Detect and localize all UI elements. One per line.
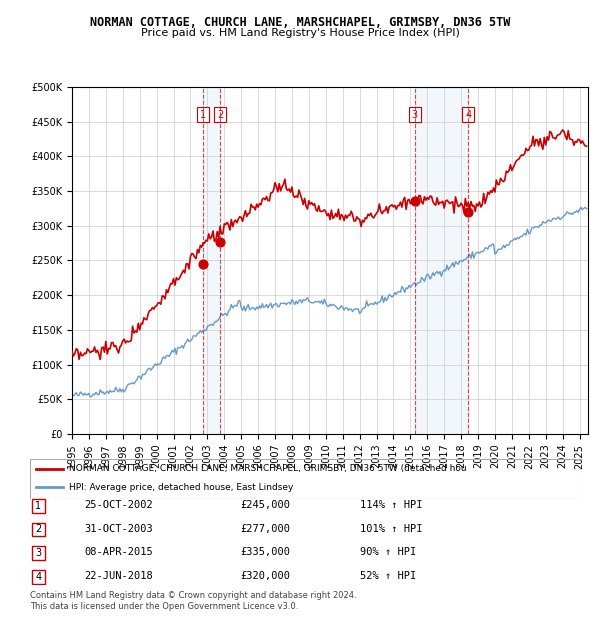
Text: NORMAN COTTAGE, CHURCH LANE, MARSHCHAPEL, GRIMSBY, DN36 5TW: NORMAN COTTAGE, CHURCH LANE, MARSHCHAPEL…	[90, 16, 510, 29]
Point	[410, 197, 419, 206]
Bar	[32, 499, 45, 513]
Text: £245,000: £245,000	[240, 500, 290, 510]
Text: £277,000: £277,000	[240, 524, 290, 534]
Text: NORMAN COTTAGE, CHURCH LANE, MARSHCHAPEL, GRIMSBY, DN36 5TW (detached hou: NORMAN COTTAGE, CHURCH LANE, MARSHCHAPEL…	[68, 464, 466, 474]
Text: 08-APR-2015: 08-APR-2015	[84, 547, 153, 557]
Text: 1: 1	[200, 110, 206, 120]
Text: 114% ↑ HPI: 114% ↑ HPI	[360, 500, 422, 510]
Text: £320,000: £320,000	[240, 571, 290, 581]
Bar	[415, 87, 468, 434]
Text: 31-OCT-2003: 31-OCT-2003	[84, 524, 153, 534]
Text: 1: 1	[35, 501, 41, 511]
Text: 2: 2	[35, 525, 41, 534]
Text: 4: 4	[35, 572, 41, 582]
Bar	[32, 523, 45, 536]
Bar	[32, 546, 45, 560]
Point	[215, 237, 225, 247]
Text: 25-OCT-2002: 25-OCT-2002	[84, 500, 153, 510]
Text: 22-JUN-2018: 22-JUN-2018	[84, 571, 153, 581]
Text: 4: 4	[465, 110, 471, 120]
Bar	[203, 87, 220, 434]
Text: 101% ↑ HPI: 101% ↑ HPI	[360, 524, 422, 534]
Bar	[32, 570, 45, 583]
Text: 3: 3	[35, 548, 41, 558]
Point	[463, 207, 473, 217]
Text: 3: 3	[412, 110, 418, 120]
Text: 52% ↑ HPI: 52% ↑ HPI	[360, 571, 416, 581]
Point	[199, 259, 208, 269]
Text: 90% ↑ HPI: 90% ↑ HPI	[360, 547, 416, 557]
Text: £335,000: £335,000	[240, 547, 290, 557]
Text: Price paid vs. HM Land Registry's House Price Index (HPI): Price paid vs. HM Land Registry's House …	[140, 28, 460, 38]
Text: 2: 2	[217, 110, 223, 120]
Text: HPI: Average price, detached house, East Lindsey: HPI: Average price, detached house, East…	[68, 482, 293, 492]
Text: Contains HM Land Registry data © Crown copyright and database right 2024.
This d: Contains HM Land Registry data © Crown c…	[30, 591, 356, 611]
